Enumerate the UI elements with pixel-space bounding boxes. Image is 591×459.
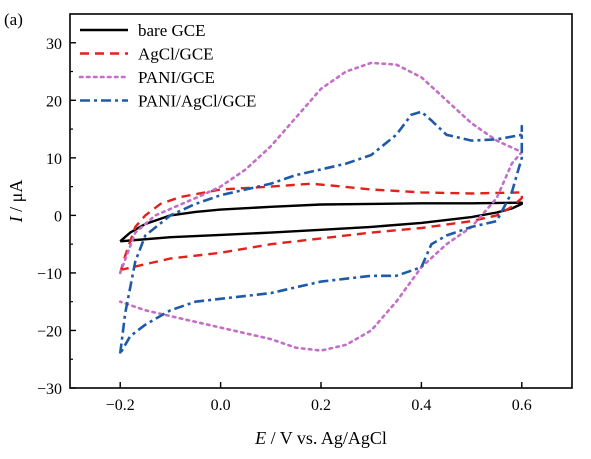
y-tick-label: 0 [54,208,62,225]
y-tick-label: −20 [37,323,62,340]
y-axis-label-unit: / μA [6,180,26,217]
x-axis-ticks: −0.2 0.0 0.2 0.4 0.6 [106,382,532,414]
panel-label: (a) [4,10,23,29]
legend-label: bare GCE [138,21,206,40]
y-axis-label: I / μA [6,180,26,224]
series-line-2 [118,61,524,352]
x-axis-label: E / V vs. Ag/AgCl [254,428,387,448]
x-tick-label: 0.2 [311,397,331,414]
y-tick-label: 30 [46,36,62,53]
x-axis-label-unit: / V vs. Ag/AgCl [266,428,387,448]
legend-label: PANI/AgCl/GCE [138,92,256,111]
x-axis-label-symbol: E [254,428,266,448]
legend-label: AgCl/GCE [138,45,214,64]
x-tick-label: 0.4 [411,397,431,414]
x-tick-label: −0.2 [106,397,135,414]
series-line-3 [118,110,524,355]
y-tick-label: −30 [37,381,62,398]
legend: bare GCE AgCl/GCE PANI/GCE PANI/AgCl/GCE [78,21,256,111]
x-tick-label: 0.6 [512,397,532,414]
y-tick-label: 10 [46,151,62,168]
series-layer [118,61,524,355]
series-line-1 [119,182,523,274]
series-line-0 [119,201,523,243]
y-tick-label: 20 [46,93,62,110]
y-axis-label-symbol: I [6,215,26,223]
y-tick-label: −10 [37,266,62,283]
legend-label: PANI/GCE [138,68,215,87]
x-tick-label: 0.0 [211,397,231,414]
y-axis-ticks: −30 −20 −10 0 10 20 30 [37,36,76,398]
